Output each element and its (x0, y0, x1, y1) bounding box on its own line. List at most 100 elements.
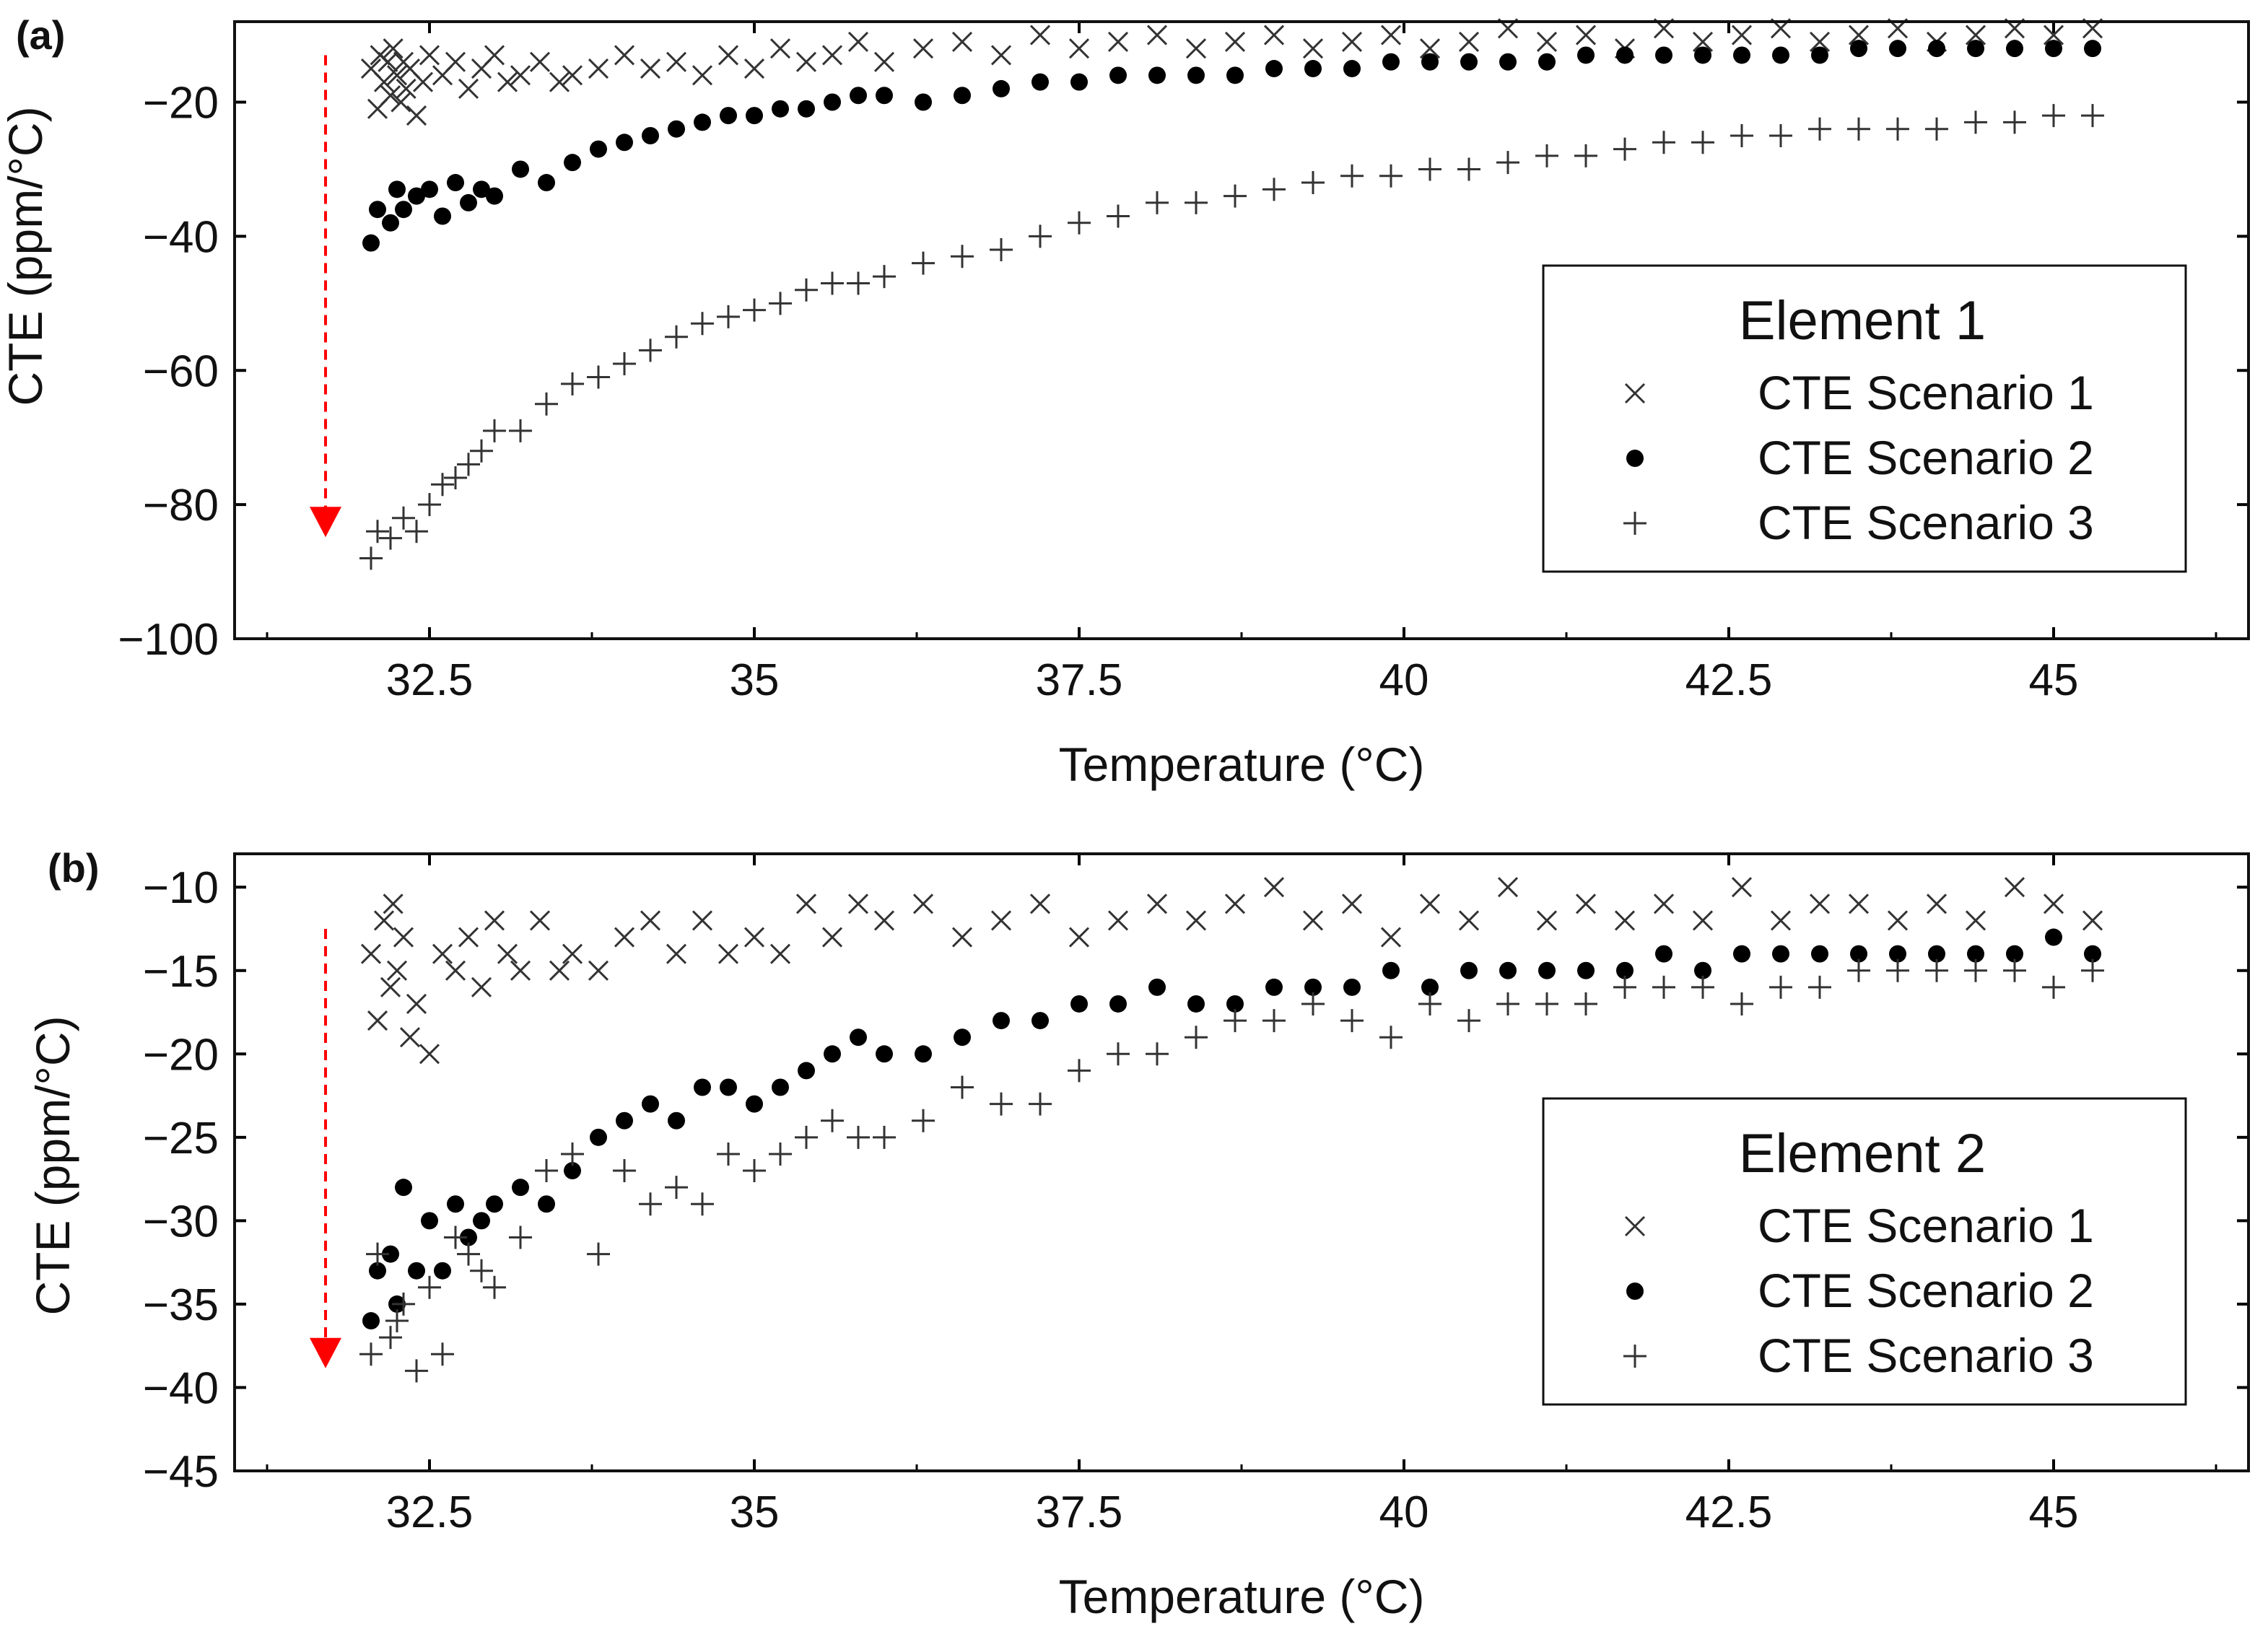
panel-a-plus-marker (1068, 211, 1091, 235)
panel-a-x-marker (1731, 25, 1753, 45)
panel-b-x-marker (1341, 894, 1363, 914)
panel-b-x-marker (912, 894, 934, 914)
panel-b-dot-marker (1109, 995, 1127, 1013)
panel-a-dot-marker (395, 201, 412, 219)
panel-a-plus-marker (379, 526, 402, 550)
panel-a-plus-marker (821, 271, 844, 295)
panel-b-x-marker (1302, 910, 1324, 931)
panel-a-plus-marker (847, 271, 870, 295)
panel-a-plus-marker (535, 392, 558, 416)
panel-b-plus-marker (990, 1092, 1013, 1116)
panel-b-dot-marker (1031, 1012, 1049, 1030)
panel-b-plus-marker (1847, 958, 1870, 982)
panel-b-plus-marker (1185, 1026, 1208, 1049)
panel-a-plus-marker (561, 372, 584, 396)
panel-b-plus-marker (1029, 1092, 1052, 1116)
panel-b-dot-marker (421, 1212, 438, 1230)
panel-a-plus-marker (717, 305, 740, 328)
panel-a-x-marker (445, 51, 466, 72)
panel-b-x-marker (588, 960, 609, 981)
panel-b-dot-marker (1460, 961, 1478, 979)
panel-a-dot-marker (772, 100, 789, 118)
panel-b-red-arrowhead (310, 1337, 341, 1368)
panel-a-x-marker (990, 45, 1012, 66)
panel-a-dot-marker (1421, 53, 1439, 71)
panel-b-plus-marker (587, 1242, 610, 1266)
panel-a-x-marker (1419, 38, 1441, 59)
panel-b-plus-marker (470, 1259, 493, 1283)
panel-a-x-marker (1263, 25, 1285, 45)
panel-a-dot-marker (876, 87, 893, 105)
panel-a-plus-marker (359, 546, 383, 570)
panel-a-dot-marker (1577, 46, 1595, 64)
panel-b-plus-marker (1964, 958, 1987, 982)
panel-a-plus-marker (912, 251, 935, 275)
panel-a-legend-x-marker (1624, 383, 1646, 404)
panel-b-dot-marker (1187, 995, 1205, 1013)
panel-a-dot-marker (798, 100, 815, 118)
panel-a-x-tick-label: 37.5 (1036, 655, 1123, 705)
panel-b-dot-marker (1148, 978, 1166, 996)
panel-b-plus-marker (1068, 1059, 1091, 1083)
panel-a-x-marker (497, 71, 518, 92)
panel-a-dot-marker (1187, 66, 1205, 84)
panel-b-dot-marker (915, 1045, 932, 1063)
panel-a-plus-marker (1496, 151, 1519, 175)
panel-b-x-marker (373, 910, 395, 931)
panel-a-plus-marker (1691, 131, 1714, 154)
panel-a-dot-marker (1811, 46, 1828, 64)
panel-b-y-tick-label: −25 (143, 1114, 219, 1163)
panel-a-dot-marker (486, 187, 503, 205)
panel-a-dot-marker (1109, 66, 1127, 84)
panel-b-dot-marker (362, 1312, 380, 1330)
panel-a-legend-plus-marker (1623, 512, 1647, 535)
panel-a-x-marker (1224, 31, 1246, 52)
panel-a-dot-marker (408, 187, 425, 205)
panel-a-dot-marker (1031, 73, 1049, 91)
panel-a-dot-marker (1070, 73, 1088, 91)
panel-b-x-marker (1419, 894, 1441, 914)
panel-b-dot-marker (1811, 945, 1828, 963)
panel-b-x-tick-label: 37.5 (1036, 1487, 1123, 1537)
panel-a-x-marker (692, 65, 713, 86)
panel-b-x-marker (640, 910, 661, 931)
panel-b-x-axis-title: Temperature (°C) (1059, 1570, 1425, 1623)
panel-b-x-tick-label: 42.5 (1685, 1487, 1773, 1537)
panel-a-legend-entry-3: CTE Scenario 3 (1758, 496, 2094, 549)
panel-a-x-marker (458, 78, 479, 99)
panel-b-dot-marker (1616, 961, 1634, 979)
panel-b-plus-marker (1925, 958, 1948, 982)
panel-a-dot-marker (382, 214, 399, 232)
panel-b-y-tick-label: −20 (143, 1030, 219, 1080)
panel-b-x-marker (1614, 910, 1636, 931)
panel-a-x-marker (529, 51, 551, 72)
panel-a-x-marker (718, 45, 739, 66)
panel-b-x-marker (1224, 894, 1246, 914)
panel-b-y-tick-label: −30 (143, 1197, 219, 1246)
panel-a-plus-marker (1262, 178, 1286, 201)
panel-b-plus-marker (1613, 975, 1636, 999)
panel-a-dot-marker (915, 93, 932, 111)
panel-a-dot-marker (1928, 40, 1945, 58)
panel-b-dot-marker (1889, 945, 1906, 963)
panel-a-plus-marker (587, 365, 610, 389)
panel-b-plus-marker (359, 1342, 383, 1366)
panel-a-marks (359, 18, 2104, 570)
panel-b-plus-marker (743, 1159, 766, 1183)
panel-b-plus-marker (1496, 992, 1519, 1015)
panel-b-y-tick-label: −35 (143, 1280, 219, 1330)
panel-b-dot-marker (1382, 961, 1400, 979)
panel-a-plus-marker (392, 506, 415, 530)
panel-b-x-marker (1146, 894, 1168, 914)
panel-b-x-marker (990, 910, 1012, 931)
panel-b-plus-marker (483, 1275, 506, 1299)
panel-a-y-tick-label: −40 (143, 212, 219, 262)
panel-b-legend-plus-marker (1623, 1345, 1647, 1368)
panel-a-plus-marker (444, 466, 467, 489)
panel-b-x-marker (1848, 894, 1870, 914)
panel-b-legend-x-marker (1624, 1215, 1646, 1237)
panel-a-dot-marker (590, 140, 607, 158)
panel-a-plus-marker (1457, 157, 1480, 181)
panel-b-plus-marker (1457, 1009, 1480, 1033)
panel-a-dot-marker (512, 160, 529, 178)
